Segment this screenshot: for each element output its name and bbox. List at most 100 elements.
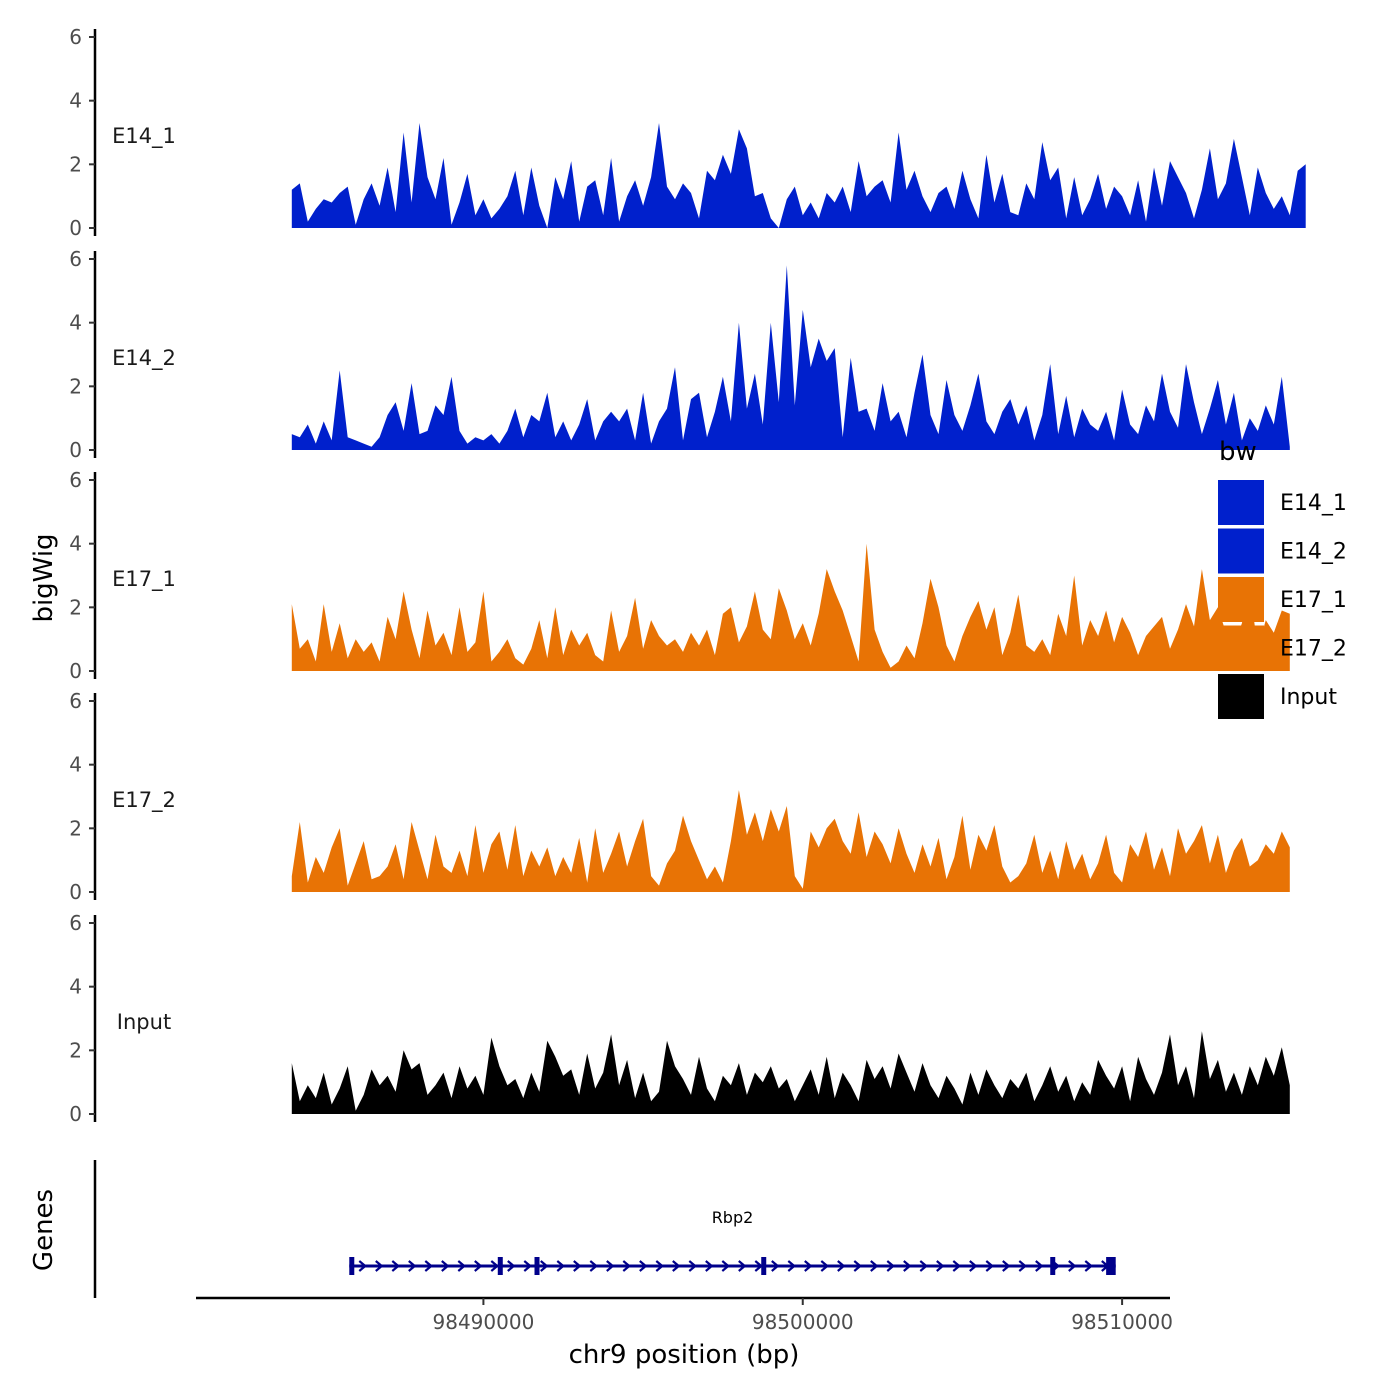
panel-label-Input: Input — [117, 1010, 171, 1034]
strand-arrow — [903, 1260, 912, 1272]
panel-E14_1: 0 2 4 6 E14_1 — [69, 25, 1306, 240]
exon — [1106, 1257, 1116, 1275]
panel-Input: 0 2 4 6 Input — [69, 911, 1290, 1126]
strand-arrow — [573, 1260, 582, 1272]
strand-arrow — [721, 1260, 731, 1272]
y-tick-label: 0 — [69, 659, 82, 683]
strand-arrow — [358, 1260, 368, 1272]
strand-arrow — [589, 1260, 599, 1272]
signal-area-E17_2 — [291, 790, 1290, 892]
strand-arrow — [457, 1260, 467, 1272]
x-tick-label: 98510000 — [1071, 1310, 1173, 1334]
x-axis-title: chr9 position (bp) — [569, 1340, 800, 1370]
legend-swatch-E14_1 — [1218, 480, 1264, 525]
strand-arrow — [952, 1260, 962, 1272]
strand-arrow — [985, 1260, 995, 1272]
strand-arrow — [837, 1260, 846, 1272]
strand-arrow — [540, 1260, 549, 1272]
panel-label-E14_2: E14_2 — [112, 346, 176, 371]
y-tick-label: 2 — [69, 816, 82, 840]
strand-arrow — [391, 1260, 401, 1272]
strand-arrow — [1035, 1260, 1044, 1272]
y-tick-label: 6 — [69, 468, 82, 492]
strand-arrow — [804, 1260, 813, 1272]
gene-name-label: Rbp2 — [712, 1208, 754, 1227]
legend-swatch-Input — [1218, 674, 1264, 719]
legend-label-Input: Input — [1280, 685, 1337, 710]
legend-swatch-E17_1 — [1218, 577, 1264, 622]
strand-arrow — [474, 1260, 483, 1272]
panel-E17_2: 0 2 4 6 E17_2 — [69, 689, 1290, 904]
legend: bw E14_1 E14_2 E17_1 E17_2 Input — [1218, 437, 1347, 719]
y-tick-label: 0 — [69, 1102, 82, 1126]
gene-track: Rbp2 — [93, 1160, 1116, 1298]
y-tick-label: 2 — [69, 1038, 82, 1062]
y-tick-label: 4 — [69, 311, 82, 335]
strand-arrow — [672, 1260, 681, 1272]
x-tick-label: 98490000 — [433, 1310, 535, 1334]
panel-E17_1: 0 2 4 6 E17_1 — [69, 468, 1290, 683]
panel-label-E14_1: E14_1 — [112, 124, 176, 149]
y-tick-label: 0 — [69, 880, 82, 904]
y-tick-label: 2 — [69, 152, 82, 176]
strand-arrow — [738, 1260, 747, 1272]
strand-arrow — [771, 1260, 780, 1272]
y-tick-label: 0 — [69, 216, 82, 240]
y-tick-label: 4 — [69, 89, 82, 113]
y-tick-label: 4 — [69, 532, 82, 556]
strand-arrow — [1018, 1260, 1028, 1272]
strand-arrow — [787, 1260, 797, 1272]
strand-arrow — [919, 1260, 929, 1272]
exon — [761, 1257, 767, 1275]
y-tick-label: 2 — [69, 595, 82, 619]
strand-arrow — [870, 1260, 879, 1272]
strand-arrow — [969, 1260, 978, 1272]
legend-label-E14_1: E14_1 — [1280, 491, 1347, 516]
strand-arrow — [490, 1260, 500, 1272]
strand-arrow — [1068, 1260, 1077, 1272]
legend-label-E14_2: E14_2 — [1280, 540, 1347, 565]
panel-label-E17_2: E17_2 — [112, 788, 176, 813]
exon — [497, 1257, 503, 1275]
strand-arrow — [606, 1260, 615, 1272]
exon — [534, 1257, 540, 1275]
y-axis-title: bigWig — [29, 533, 59, 622]
strand-arrow — [408, 1260, 417, 1272]
x-axis: 98490000 98500000 98510000 — [196, 1296, 1173, 1334]
signal-area-E14_2 — [291, 265, 1290, 450]
strand-arrow — [688, 1260, 698, 1272]
panel-E14_2: 0 2 4 6 E14_2 — [69, 247, 1290, 462]
exon — [349, 1257, 355, 1275]
strand-arrow — [886, 1260, 896, 1272]
genes-axis-title: Genes — [29, 1189, 59, 1271]
panel-label-E17_1: E17_1 — [112, 567, 176, 592]
strand-arrow — [507, 1260, 516, 1272]
strand-arrow — [820, 1260, 830, 1272]
signal-area-E14_1 — [291, 123, 1306, 228]
signal-area-E17_1 — [291, 543, 1290, 671]
y-tick-label: 6 — [69, 689, 82, 713]
strand-arrow — [556, 1260, 566, 1272]
y-tick-label: 2 — [69, 374, 82, 398]
legend-swatch-E17_2 — [1218, 625, 1264, 671]
y-tick-label: 6 — [69, 25, 82, 49]
y-tick-label: 6 — [69, 247, 82, 271]
strand-arrow — [853, 1260, 863, 1272]
strand-arrow — [705, 1260, 714, 1272]
strand-arrow — [424, 1260, 434, 1272]
x-tick-label: 98500000 — [752, 1310, 854, 1334]
signal-panels: 0 2 4 6 E14_1 0 2 4 6 E14_2 0 2 4 6 E17_1 0 2 4 6 E17_2 0 2 4 6… — [69, 25, 1306, 1126]
strand-arrow — [441, 1260, 450, 1272]
strand-arrow — [936, 1260, 945, 1272]
legend-label-E17_2: E17_2 — [1280, 637, 1347, 662]
y-tick-label: 0 — [69, 438, 82, 462]
strand-arrow — [1002, 1260, 1011, 1272]
strand-arrow — [375, 1260, 384, 1272]
exon — [1050, 1257, 1056, 1275]
y-tick-label: 4 — [69, 975, 82, 999]
y-tick-label: 6 — [69, 911, 82, 935]
strand-arrow — [523, 1260, 533, 1272]
strand-arrow — [639, 1260, 648, 1272]
legend-title: bw — [1219, 437, 1257, 467]
